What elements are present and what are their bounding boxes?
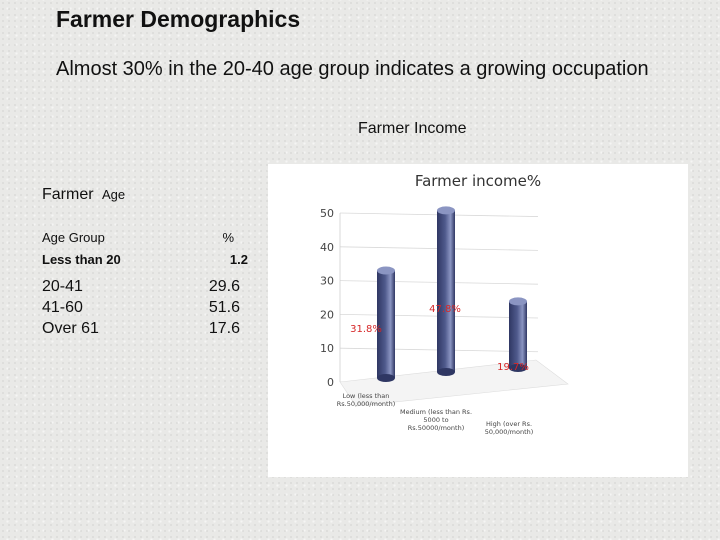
data-label: 19.7% [497, 362, 529, 373]
age-heading-main: Farmer [42, 186, 94, 203]
chart-floor [339, 359, 569, 407]
y-tick-label: 50 [320, 207, 334, 220]
percent-cell: 29.6 [208, 278, 240, 295]
y-tick-label: 30 [320, 275, 334, 288]
bar [437, 210, 455, 372]
income-chart: Farmer income% 0 10 20 30 40 50 31.8% 47.8% 19.7%… [320, 172, 569, 436]
bar [509, 301, 527, 368]
category-label: Medium (less than Rs. 5000 to Rs.50000/mon… [400, 408, 472, 432]
income-caption: Farmer Income [358, 120, 467, 137]
slide-title: Farmer Demographics [56, 6, 301, 32]
slide-subtitle: Almost 30% in the 20-40 age group indica… [56, 58, 649, 80]
bar-base [437, 368, 455, 376]
bar-top [437, 206, 455, 215]
age-table-heading: Farmer Age [42, 186, 125, 204]
percent-column-header: % [222, 230, 234, 245]
category-label: Low (less than Rs.50,000/month) [337, 392, 396, 408]
age-heading-small: Age [102, 187, 126, 202]
percent-cell: 51.6 [208, 299, 240, 316]
bar-top [377, 266, 395, 275]
chart-title: Farmer income% [415, 172, 541, 190]
age-group-column-header: Age Group [42, 230, 105, 245]
age-group-cell: 41-60 [42, 299, 83, 316]
data-label: 31.8% [350, 324, 382, 335]
bar [377, 270, 395, 378]
bar-base [509, 364, 527, 372]
y-tick-label: 10 [320, 342, 334, 355]
percent-cell: 1.2 [229, 252, 248, 267]
bar-base [377, 374, 395, 382]
age-group-cell: Over 61 [42, 320, 99, 337]
age-group-cell: 20-41 [42, 278, 83, 295]
y-tick-label: 20 [320, 308, 334, 321]
y-tick-label: 40 [320, 241, 334, 254]
percent-cell: 17.6 [208, 320, 240, 337]
bar-top [509, 297, 527, 306]
age-group-cell: Less than 20 [42, 252, 121, 267]
y-tick-label: 0 [327, 376, 334, 389]
data-label: 47.8% [429, 304, 461, 315]
category-label: High (over Rs. 50,000/month) [485, 420, 534, 436]
income-chart-panel: Farmer income% 0 10 20 30 40 50 31.8% 47.8% 19.7%… [268, 164, 688, 477]
